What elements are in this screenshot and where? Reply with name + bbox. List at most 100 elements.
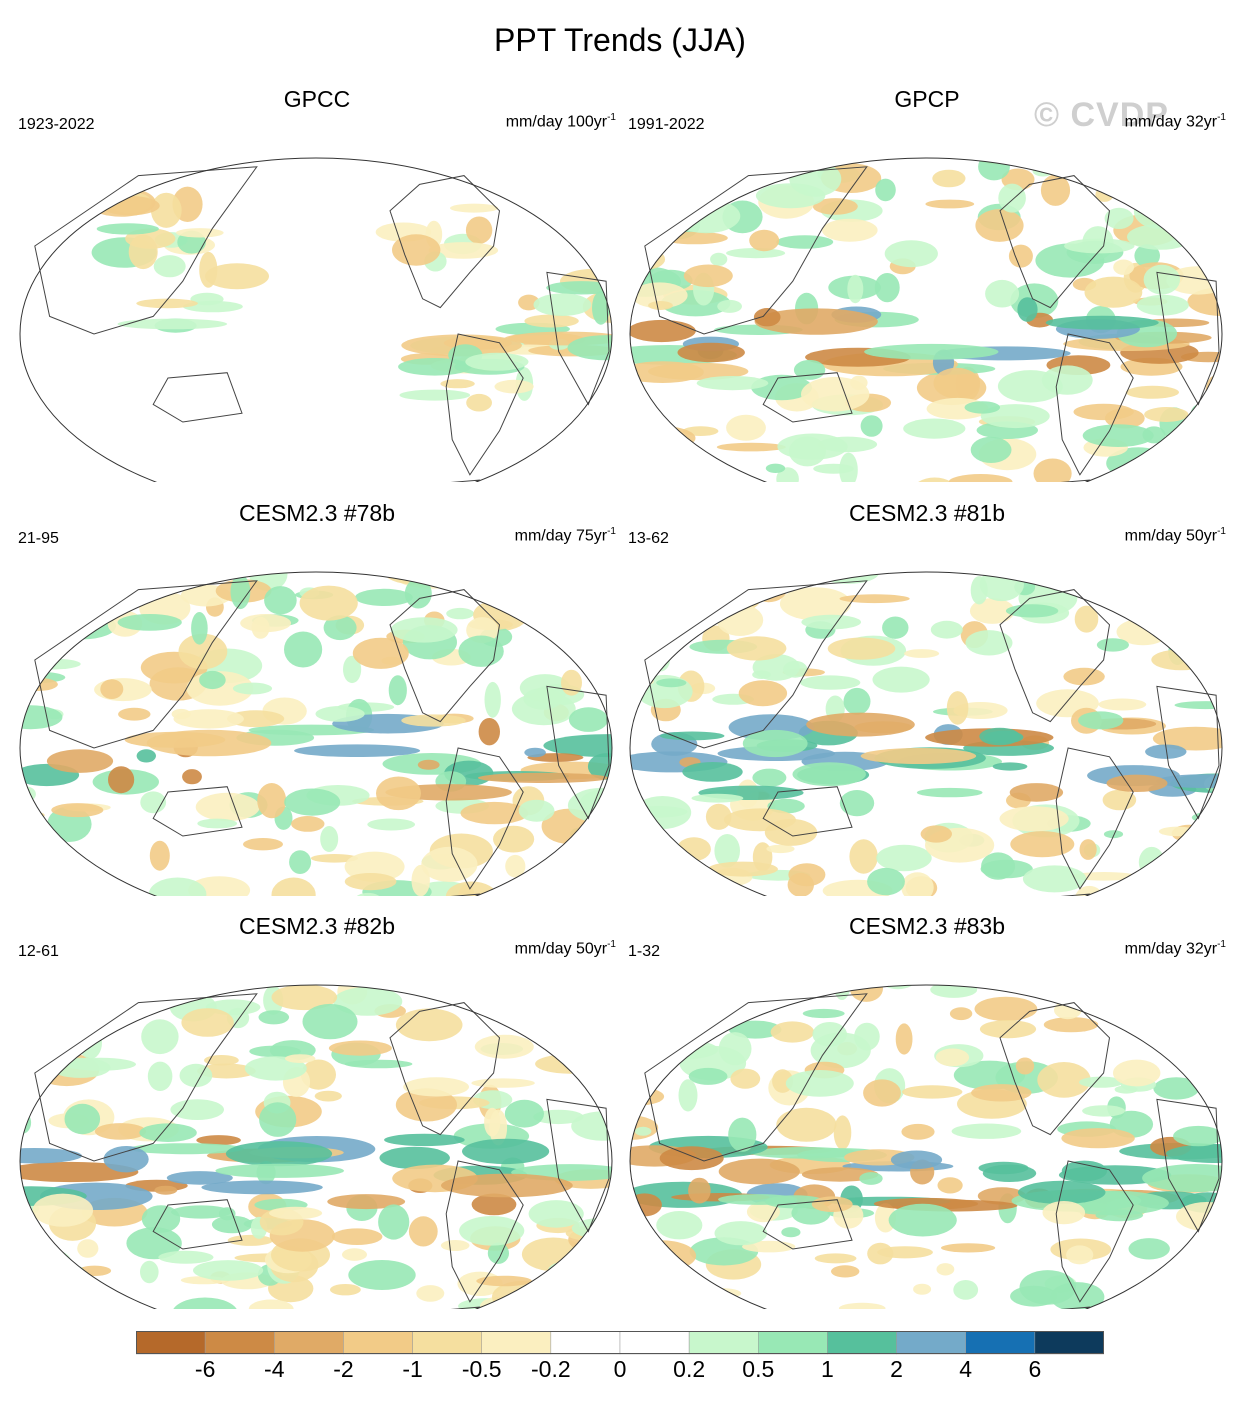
trend-blob bbox=[287, 553, 307, 563]
trend-blob bbox=[1135, 572, 1167, 576]
trend-blob bbox=[183, 300, 243, 313]
trend-blob bbox=[421, 846, 478, 882]
trend-blob bbox=[333, 987, 403, 1016]
trend-blob bbox=[1208, 872, 1222, 896]
trend-blob bbox=[211, 1215, 253, 1234]
trend-blob bbox=[1032, 165, 1054, 177]
trend-blob bbox=[801, 376, 870, 412]
trend-blob bbox=[863, 1079, 901, 1107]
trend-blob bbox=[1127, 961, 1197, 980]
trend-blob bbox=[352, 637, 409, 669]
map-globe bbox=[629, 961, 1223, 1309]
trend-blob bbox=[1187, 1040, 1206, 1068]
trend-blob bbox=[1190, 404, 1208, 425]
trend-blob bbox=[776, 1107, 837, 1142]
trend-blob bbox=[656, 678, 687, 688]
trend-blob bbox=[1135, 456, 1175, 465]
panel-units: mm/day 50yr-1 bbox=[514, 939, 616, 958]
trend-field bbox=[630, 158, 1222, 482]
trend-blob bbox=[874, 273, 900, 303]
trend-blob bbox=[225, 1141, 333, 1167]
trend-blob bbox=[158, 1250, 214, 1264]
trend-blob bbox=[117, 318, 228, 330]
map-globe bbox=[629, 157, 1223, 482]
trend-blob bbox=[1153, 1077, 1200, 1100]
trend-blob bbox=[982, 1164, 1037, 1182]
trend-blob bbox=[173, 709, 244, 729]
trend-blob bbox=[47, 1007, 82, 1030]
coastline-africa bbox=[1156, 685, 1220, 820]
trend-blob bbox=[770, 1021, 815, 1043]
trend-blob bbox=[1079, 1076, 1124, 1088]
colorbar-tick-label: -4 bbox=[264, 1356, 285, 1382]
coastline-australia bbox=[762, 372, 853, 423]
trend-blob bbox=[981, 852, 1016, 880]
trend-blob bbox=[1113, 1059, 1161, 1087]
trend-blob bbox=[63, 1265, 86, 1284]
trend-field bbox=[20, 985, 612, 1309]
trend-blob bbox=[888, 1203, 957, 1237]
trend-blob bbox=[882, 616, 909, 639]
trend-blob bbox=[395, 1008, 463, 1042]
colorbar-tick-label: -0.5 bbox=[461, 1356, 502, 1382]
trend-blob bbox=[348, 1260, 416, 1290]
trend-blob bbox=[1172, 1291, 1203, 1309]
trend-blob bbox=[450, 203, 499, 213]
map-border bbox=[19, 571, 613, 896]
trend-blob bbox=[568, 707, 609, 732]
trend-blob bbox=[1061, 1128, 1135, 1149]
coastline-australia bbox=[152, 1199, 243, 1250]
trend-blob bbox=[948, 474, 1013, 482]
trend-blob bbox=[681, 158, 702, 167]
trend-blob bbox=[594, 596, 612, 611]
trend-blob bbox=[586, 572, 608, 585]
trend-blob bbox=[867, 1242, 894, 1265]
panel-units: mm/day 75yr-1 bbox=[514, 526, 616, 545]
trend-blob bbox=[1173, 999, 1222, 1022]
trend-blob bbox=[788, 863, 826, 887]
trend-blob bbox=[128, 234, 158, 270]
trend-blob bbox=[726, 636, 787, 661]
trend-blob bbox=[264, 586, 297, 615]
trend-blob bbox=[440, 1240, 470, 1251]
coastline-antarctica bbox=[1060, 1306, 1091, 1309]
trend-blob bbox=[51, 803, 104, 818]
colorbar-swatch bbox=[1034, 1331, 1104, 1355]
watermark: © CVDP bbox=[1034, 96, 1169, 134]
trend-blob bbox=[752, 768, 787, 787]
trend-blob bbox=[511, 692, 576, 726]
trend-blob bbox=[726, 414, 766, 441]
trend-blob bbox=[971, 1084, 1032, 1102]
trend-blob bbox=[85, 894, 119, 896]
trend-blob bbox=[1141, 1277, 1203, 1305]
trend-blob bbox=[793, 359, 826, 380]
trend-blob bbox=[179, 1063, 213, 1088]
trend-blob bbox=[659, 1146, 724, 1171]
colorbar-swatch bbox=[481, 1331, 552, 1355]
colorbar-tick-label: 0.5 bbox=[742, 1356, 775, 1382]
trend-blob bbox=[730, 1068, 761, 1089]
trend-blob bbox=[630, 361, 704, 384]
trend-blob bbox=[476, 1275, 532, 1287]
trend-blob bbox=[108, 766, 135, 794]
trend-blob bbox=[269, 1206, 323, 1220]
trend-blob bbox=[1104, 408, 1145, 429]
trend-blob bbox=[1041, 365, 1093, 395]
trend-blob bbox=[800, 675, 861, 690]
trend-blob bbox=[671, 891, 736, 896]
trend-blob bbox=[428, 242, 499, 259]
trend-blob bbox=[512, 572, 579, 574]
trend-blob bbox=[630, 806, 688, 818]
trend-blob bbox=[570, 1019, 612, 1029]
trend-blob bbox=[1196, 572, 1222, 582]
trend-blob bbox=[379, 1146, 450, 1170]
trend-blob bbox=[141, 1019, 179, 1055]
trend-blob bbox=[20, 1148, 83, 1164]
trend-blob bbox=[152, 985, 173, 988]
trend-blob bbox=[147, 1061, 173, 1091]
trend-blob bbox=[630, 580, 671, 593]
coastline-americasN bbox=[999, 175, 1111, 309]
trend-blob bbox=[494, 379, 534, 394]
trend-blob bbox=[659, 731, 725, 741]
trend-field bbox=[20, 553, 612, 896]
